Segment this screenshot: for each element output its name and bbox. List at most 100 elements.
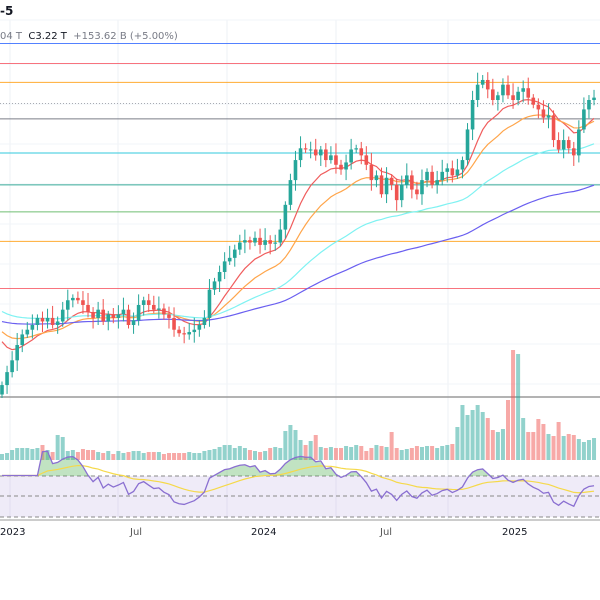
moving-average-line — [1, 99, 595, 351]
volume-bar — [399, 450, 404, 460]
candle-body — [501, 84, 505, 96]
candle-body — [283, 204, 288, 230]
candle-body — [227, 257, 232, 262]
volume-bar — [556, 422, 561, 460]
rsi-ma-line — [2, 464, 595, 494]
x-axis-label: 2023 — [0, 527, 26, 538]
candle-body — [556, 140, 561, 150]
volume-bar — [445, 445, 450, 460]
volume-bar — [536, 419, 541, 460]
volume-bar — [146, 452, 151, 460]
volume-bar — [581, 442, 586, 460]
candle-body — [91, 312, 95, 318]
volume-bar — [313, 435, 318, 460]
volume-bar — [273, 447, 278, 460]
volume-bar — [80, 449, 85, 460]
candle-body — [485, 79, 490, 90]
candle-body — [253, 237, 257, 243]
volume-bar — [258, 452, 263, 460]
volume-bar — [212, 449, 217, 460]
candle-body — [167, 314, 171, 318]
candle-body — [55, 321, 60, 325]
candle-body — [45, 317, 50, 322]
volume-bar — [187, 452, 192, 460]
candle-body — [86, 304, 90, 313]
candle-body — [349, 149, 353, 163]
volume-bar — [5, 453, 10, 460]
volume-bar — [389, 432, 394, 460]
volume-bar — [50, 452, 55, 460]
candle-body — [136, 304, 141, 321]
close-value: C3.22 T — [28, 31, 67, 42]
volume-bar — [450, 444, 455, 460]
volume-bar — [551, 436, 556, 460]
rsi-line — [2, 450, 595, 508]
candle-body — [415, 189, 419, 195]
volume-bar — [0, 454, 4, 460]
volume-bar — [106, 451, 111, 460]
candle-body — [551, 115, 556, 141]
volume-bar — [571, 435, 576, 460]
volume-bar — [202, 451, 207, 460]
rsi-band — [0, 476, 600, 517]
candle-body — [187, 332, 192, 335]
volume-bar — [177, 453, 182, 460]
volume-bar — [60, 437, 65, 460]
volume-bar — [182, 453, 187, 460]
candle-body — [238, 242, 242, 250]
candle-body — [10, 360, 14, 373]
volume-bar — [323, 448, 328, 460]
candle-body — [587, 100, 591, 110]
volume-bar — [141, 453, 146, 460]
candle-body — [298, 148, 303, 161]
volume-bar — [91, 450, 96, 460]
moving-average-line — [1, 184, 595, 325]
ohlc-legend: 04 T C3.22 T +153.62 B (+5.00%) — [0, 31, 178, 42]
volume-bar — [227, 445, 232, 460]
candle-body — [435, 180, 439, 185]
volume-bar — [475, 405, 480, 460]
volume-bar — [592, 438, 597, 460]
candle-body — [546, 115, 551, 118]
candle-body — [15, 345, 19, 361]
volume-bar — [495, 432, 500, 460]
candle-body — [157, 308, 161, 310]
volume-bar — [379, 446, 384, 460]
candle-body — [258, 237, 262, 245]
candle-body — [516, 91, 520, 100]
candle-body — [364, 155, 369, 165]
volume-bar — [561, 436, 566, 460]
candle-body — [329, 155, 333, 161]
x-axis-label: 2025 — [502, 527, 528, 538]
candle-body — [162, 308, 166, 315]
volume-bar — [242, 448, 247, 460]
candle-body — [111, 314, 116, 318]
volume-bar — [131, 451, 136, 460]
volume-bar — [511, 350, 516, 460]
candle-body — [40, 317, 45, 322]
volume-bar — [237, 446, 242, 460]
volume-bar — [546, 434, 551, 460]
candle-body — [177, 329, 181, 334]
candle-body — [50, 317, 55, 325]
candle-body — [35, 317, 40, 325]
volume-bar — [349, 447, 354, 460]
candle-body — [106, 314, 111, 322]
candle-body — [339, 164, 343, 170]
volume-bar — [45, 450, 50, 460]
volume-bar — [268, 448, 273, 460]
volume-bar — [318, 447, 323, 460]
candle-body — [394, 184, 399, 201]
candle-body — [531, 97, 536, 105]
x-axis-label: 2024 — [251, 527, 277, 538]
candle-body — [207, 289, 212, 318]
x-axis-label: Jul — [130, 527, 143, 538]
volume-bar — [166, 453, 171, 460]
candle-body — [116, 314, 121, 318]
moving-average-line — [1, 143, 595, 320]
volume-bar — [222, 445, 227, 460]
candle-body — [571, 148, 576, 156]
symbol-title: -5 — [0, 4, 14, 18]
volume-bar — [333, 448, 338, 460]
